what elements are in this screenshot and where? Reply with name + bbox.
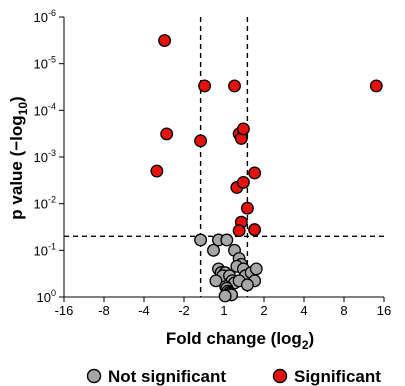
x-axis-title: Fold change (log2) — [166, 329, 314, 352]
data-point — [158, 34, 172, 48]
data-point — [369, 79, 383, 93]
data-point — [218, 289, 232, 303]
threshold-lines — [64, 17, 384, 297]
data-point — [150, 164, 164, 178]
data-point — [240, 278, 254, 292]
legend-marker-significant — [272, 368, 288, 384]
data-point — [248, 166, 262, 180]
x-tick-label: 2 — [260, 303, 267, 318]
y-tick-label: 10-2 — [34, 195, 56, 212]
x-tick-label: 1 — [220, 303, 227, 318]
data-point — [194, 233, 208, 247]
legend-marker-not-significant — [86, 368, 102, 384]
x-tick-label: 8 — [340, 303, 347, 318]
data-point — [207, 243, 220, 257]
y-tick-label: 10-3 — [34, 148, 56, 165]
legend-label-significant: Significant — [294, 367, 381, 386]
x-tick-label: -16 — [55, 303, 74, 318]
data-point — [194, 134, 208, 148]
x-tick-label: -4 — [138, 303, 150, 318]
data-point — [249, 262, 263, 276]
data-point — [220, 233, 234, 247]
data-point — [209, 274, 223, 288]
data-point — [240, 201, 254, 215]
x-tick-label: 4 — [300, 303, 307, 318]
data-point — [198, 79, 212, 93]
series-significant — [150, 34, 383, 238]
y-tick-label: 100 — [37, 288, 56, 305]
x-tick-label: -2 — [178, 303, 190, 318]
legend: Not significant Significant — [86, 367, 381, 386]
data-point — [160, 127, 174, 141]
x-tick-label: -8 — [98, 303, 110, 318]
plot-axes — [59, 16, 385, 302]
data-point — [228, 79, 241, 93]
legend-label-not-significant: Not significant — [108, 367, 226, 386]
data-points — [150, 34, 383, 303]
data-point — [248, 223, 262, 237]
y-tick-label: 10-1 — [34, 241, 56, 258]
data-point — [236, 122, 250, 136]
y-tick-label: 10-4 — [34, 101, 56, 118]
tick-labels: -16 -8 -4 -2 1 2 4 8 16 100 10-1 10-2 10-3 10-4 10-5 10… — [34, 8, 392, 318]
data-point — [236, 175, 250, 189]
x-tick-label: 16 — [377, 303, 391, 318]
data-point — [232, 224, 246, 238]
series-not-significant — [194, 233, 263, 303]
y-axis-title: p value (−log10) — [7, 96, 30, 219]
y-tick-label: 10-6 — [34, 8, 56, 25]
y-tick-label: 10-5 — [34, 55, 56, 72]
